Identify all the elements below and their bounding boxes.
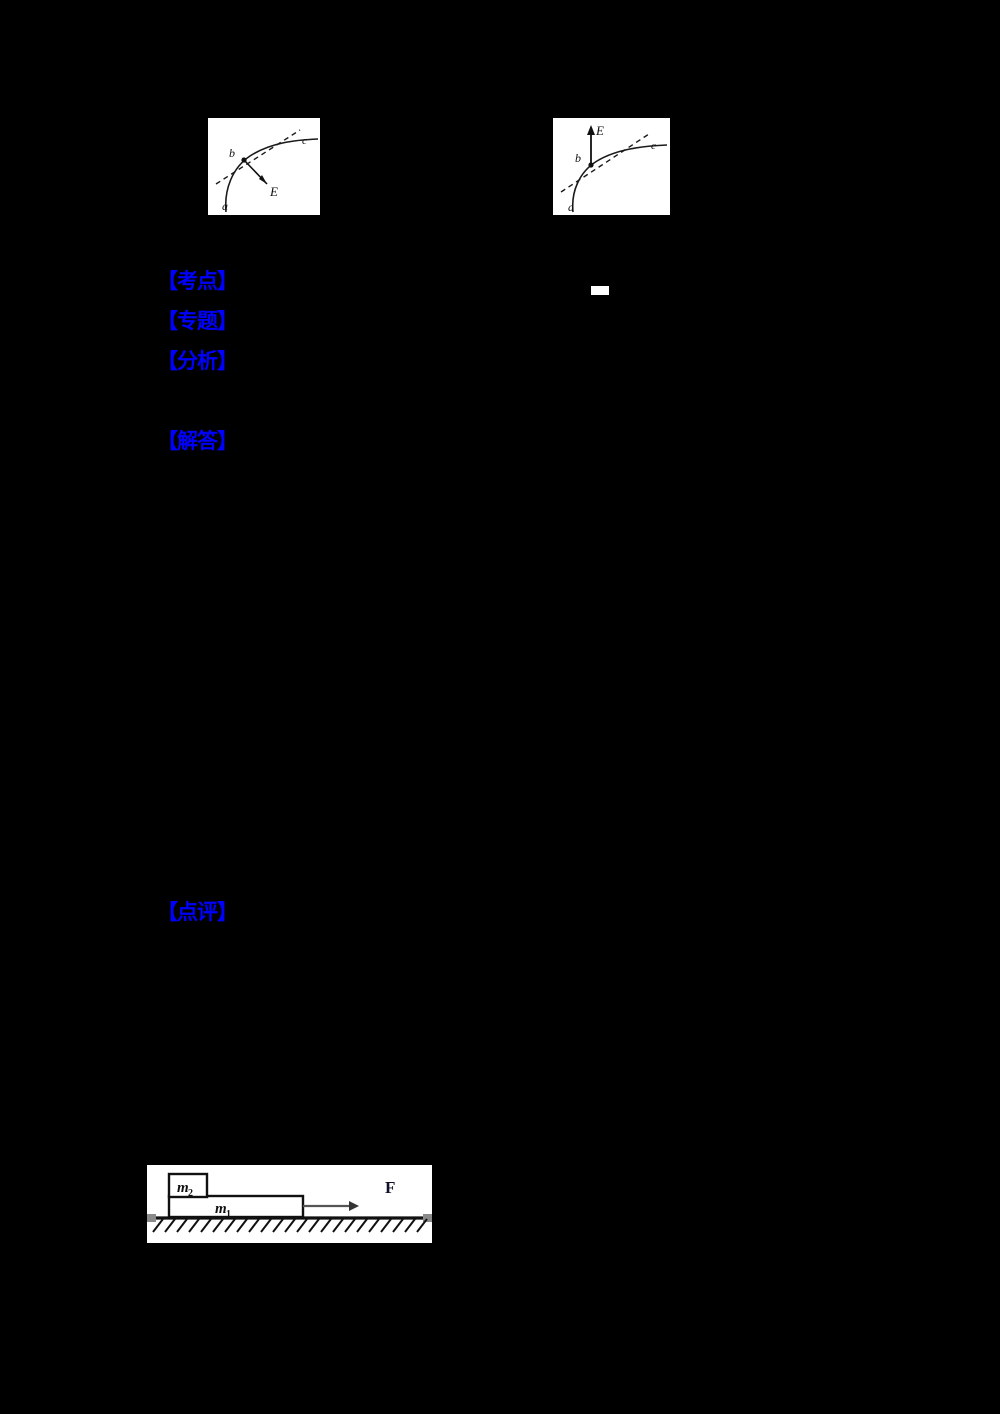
label-m2-subscript: 2 bbox=[188, 1188, 193, 1199]
vector-e-arrowhead bbox=[259, 175, 267, 184]
label-m1-subscript: 1 bbox=[226, 1209, 231, 1220]
label-vector-e: E bbox=[269, 184, 278, 199]
label-vector-e: E bbox=[595, 123, 604, 138]
label-point-a: a bbox=[568, 200, 574, 214]
trajectory-curve bbox=[224, 138, 319, 213]
tangent-dashed-line bbox=[215, 129, 301, 185]
block-m1 bbox=[167, 1194, 305, 1219]
section-heading-kaodian: 【考点】 bbox=[157, 269, 238, 293]
section-heading-zhuanti: 【专题】 bbox=[157, 309, 238, 333]
label-point-b: b bbox=[229, 146, 235, 160]
label-point-a: a bbox=[222, 199, 228, 213]
section-heading-dianping: 【点评】 bbox=[157, 900, 238, 924]
label-m1: m bbox=[215, 1201, 227, 1217]
trajectory-curve bbox=[571, 144, 668, 213]
ground-cap-right bbox=[423, 1214, 432, 1222]
vector-e-arrowhead bbox=[587, 125, 595, 135]
figure-blocks-on-ground: m 2 m 1 F bbox=[147, 1165, 432, 1243]
block-m2 bbox=[167, 1172, 209, 1199]
figure-curve-e-down-right: b a c E bbox=[208, 118, 320, 215]
label-point-c: c bbox=[302, 135, 307, 147]
section-heading-jieda: 【解答】 bbox=[157, 429, 238, 453]
label-point-c: c bbox=[651, 140, 656, 152]
label-force-f: F bbox=[385, 1178, 395, 1197]
white-artifact-mark bbox=[591, 286, 609, 295]
label-m2: m bbox=[177, 1180, 189, 1196]
force-arrow-head bbox=[349, 1201, 359, 1211]
section-heading-fenxi: 【分析】 bbox=[157, 349, 238, 373]
figure-curve-e-up: b a c E bbox=[553, 118, 670, 215]
ground-cap-left bbox=[147, 1214, 156, 1222]
ground-hatching bbox=[152, 1218, 428, 1233]
label-point-b: b bbox=[575, 151, 581, 165]
